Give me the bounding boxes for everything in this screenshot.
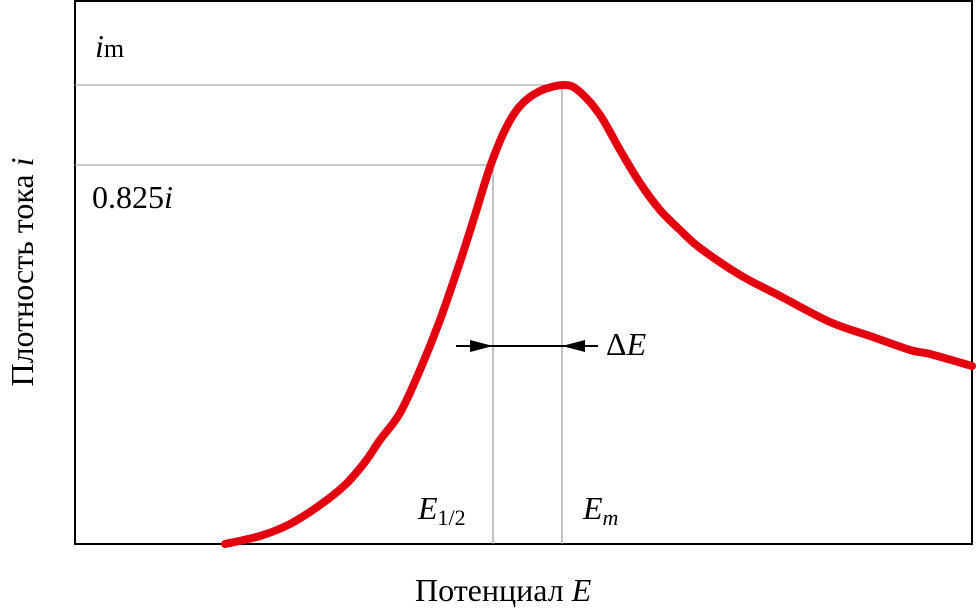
current-curve [221, 81, 976, 548]
arrowhead-right [470, 340, 493, 352]
peak-current-label: im [95, 28, 125, 64]
arrowhead-left [562, 340, 585, 352]
x-axis-label: Потенциал E [415, 572, 592, 608]
peak-potential-label: Em [583, 490, 619, 530]
half-potential-label: E1/2 [418, 490, 466, 530]
y-axis-label: Плотность тока i [4, 157, 40, 387]
fraction-current-label: 0.825i [92, 179, 173, 215]
delta-e-label: ΔE [606, 326, 647, 362]
plot-frame [74, 0, 973, 545]
